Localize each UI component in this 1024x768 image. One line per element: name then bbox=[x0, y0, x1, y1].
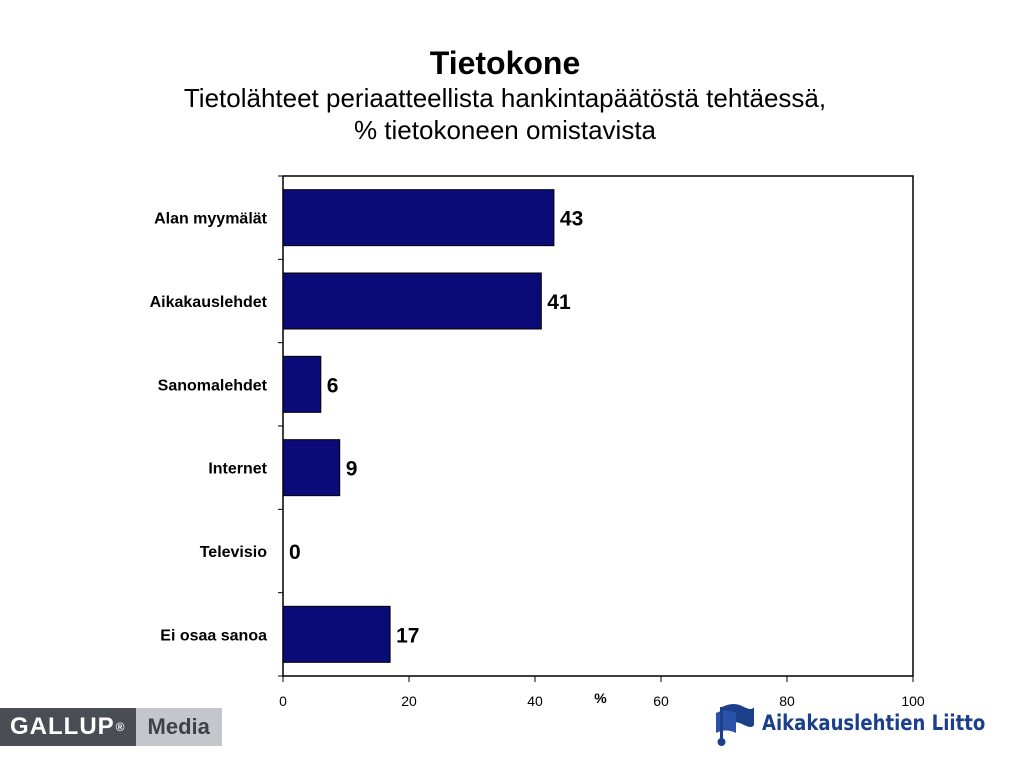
aikakauslehtien-liitto-logo: Aikakauslehtien Liitto bbox=[712, 698, 1022, 748]
x-tick-label: 20 bbox=[401, 693, 417, 709]
plot-frame bbox=[282, 175, 914, 677]
category-label: Internet bbox=[208, 461, 267, 478]
chart-title-block: Tietokone Tietolähteet periaatteellista … bbox=[0, 44, 1010, 146]
bar bbox=[282, 355, 322, 413]
bar bbox=[282, 605, 391, 663]
partner-logo-text: Aikakauslehtien Liitto bbox=[762, 711, 986, 735]
category-label: Alan myymälät bbox=[154, 211, 268, 228]
data-label: 0 bbox=[289, 541, 301, 564]
gallup-logo: GALLUP ® bbox=[0, 708, 136, 746]
data-label: 41 bbox=[547, 291, 571, 314]
category-label: Sanomalehdet bbox=[158, 377, 268, 394]
registered-mark: ® bbox=[115, 720, 126, 734]
category-label: Aikakauslehdet bbox=[150, 294, 268, 311]
bar bbox=[282, 439, 341, 497]
x-axis-title: % bbox=[594, 690, 607, 706]
data-label: 9 bbox=[346, 458, 358, 481]
data-label: 43 bbox=[560, 208, 583, 231]
chart-subtitle-line2: % tietokoneen omistavista bbox=[353, 115, 657, 145]
chart-subtitle-line1: Tietolähteet periaatteellista hankintapä… bbox=[183, 83, 827, 113]
bar bbox=[282, 189, 555, 247]
x-tick-label: 60 bbox=[653, 693, 669, 709]
category-label: Televisio bbox=[200, 544, 268, 561]
x-tick-label: 80 bbox=[779, 693, 795, 709]
x-tick-label: 0 bbox=[279, 693, 287, 709]
gallup-logo-text: GALLUP bbox=[10, 713, 115, 740]
flag-icon bbox=[716, 704, 754, 746]
media-logo-text: Media bbox=[135, 708, 222, 746]
gallup-media-logo: GALLUP ® Media bbox=[0, 708, 222, 746]
x-tick-label: 100 bbox=[901, 693, 925, 709]
category-label: Ei osaa sanoa bbox=[160, 627, 267, 644]
data-label: 6 bbox=[327, 374, 339, 397]
chart-title: Tietokone bbox=[429, 45, 581, 81]
bar bbox=[282, 272, 542, 330]
x-tick-label: 40 bbox=[527, 693, 543, 709]
data-label: 17 bbox=[396, 624, 419, 647]
